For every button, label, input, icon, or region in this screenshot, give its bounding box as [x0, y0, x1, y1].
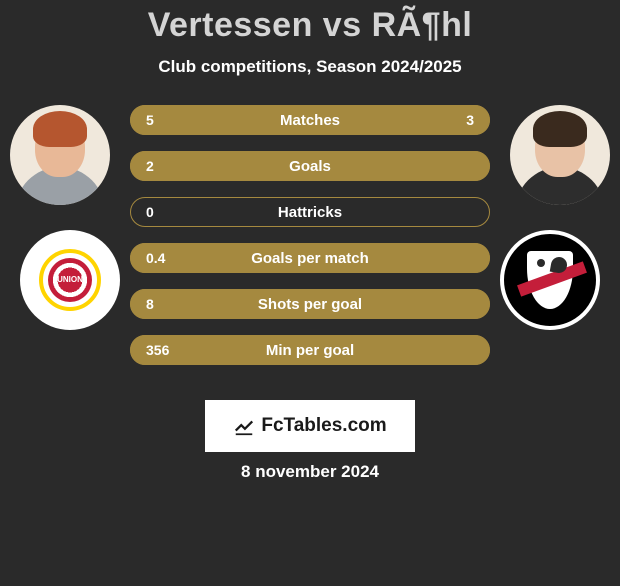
- page-title: Vertessen vs RÃ¶hl: [0, 6, 620, 45]
- player-left-avatar: [10, 105, 110, 205]
- badge-shield: [527, 251, 573, 309]
- stat-bar-outline: [130, 105, 490, 135]
- badge-ring: UNION: [39, 249, 101, 311]
- badge-dot: [537, 259, 545, 267]
- player-right-avatar: [510, 105, 610, 205]
- fctables-logo[interactable]: FcTables.com: [205, 400, 415, 452]
- stat-bar-outline: [130, 335, 490, 365]
- date-label: 8 november 2024: [0, 462, 620, 482]
- logo-text: FcTables.com: [261, 415, 386, 437]
- stat-bar-outline: [130, 289, 490, 319]
- stat-row: Hattricks0: [130, 197, 490, 227]
- stat-row: Goals2: [130, 151, 490, 181]
- club-right-badge: [500, 230, 600, 330]
- stat-bars: Matches53 Goals2 Hattricks0 Goals per match…: [130, 105, 490, 381]
- stat-row: Goals per match0.4: [130, 243, 490, 273]
- stat-bar-outline: [130, 243, 490, 273]
- badge-text: UNION: [57, 276, 83, 284]
- club-left-badge: UNION: [20, 230, 120, 330]
- stat-row: Shots per goal8: [130, 289, 490, 319]
- stat-bar-outline: [130, 151, 490, 181]
- chart-icon: [233, 415, 255, 437]
- avatar-hair: [33, 111, 87, 147]
- stat-row: Matches53: [130, 105, 490, 135]
- badge-graphic: [504, 234, 596, 326]
- comparison-panel: UNION Matches53 Goals2 Hattricks0 Goals per…: [0, 105, 620, 375]
- stat-bar-outline: [130, 197, 490, 227]
- badge-graphic: UNION: [20, 230, 120, 330]
- stat-row: Min per goal356: [130, 335, 490, 365]
- avatar-hair: [533, 111, 587, 147]
- subtitle: Club competitions, Season 2024/2025: [0, 57, 620, 77]
